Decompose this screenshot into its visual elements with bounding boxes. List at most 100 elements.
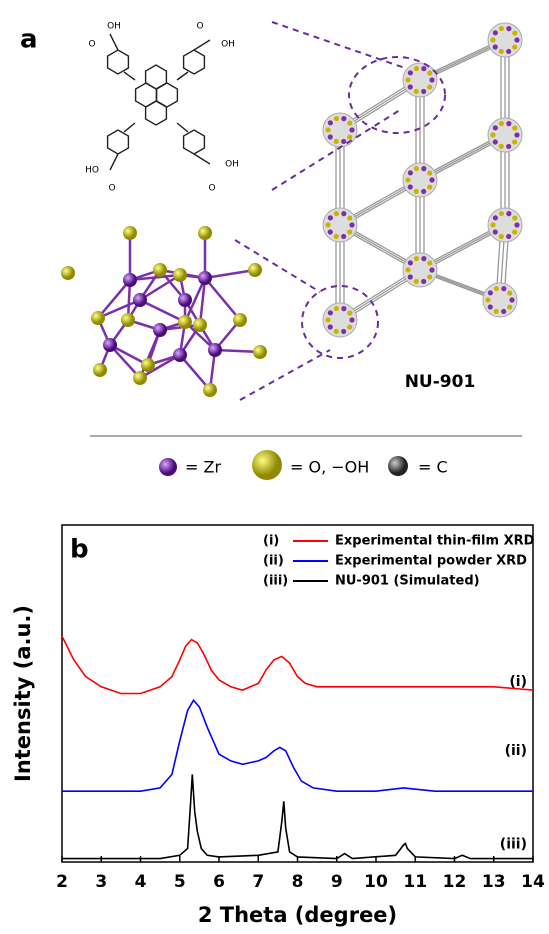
node-atom (421, 89, 426, 94)
o-atom (173, 268, 187, 282)
x-tick-label: 12 (443, 872, 467, 892)
node-atom (334, 329, 339, 334)
node-atom (341, 234, 346, 239)
node-atom (347, 120, 352, 125)
series-line (62, 636, 533, 693)
o-atom (141, 358, 155, 372)
node-atom (512, 44, 517, 49)
legend-text: = Zr (185, 458, 221, 477)
o-atom (178, 315, 192, 329)
node-atom (427, 84, 432, 89)
node-atom (506, 49, 511, 54)
node-atom (421, 256, 426, 261)
node-atom (429, 177, 434, 182)
node-atom (347, 215, 352, 220)
chart: b2345678910111213142 Theta (degree)Inten… (11, 525, 545, 927)
node-atom (347, 229, 352, 234)
node-atom (512, 139, 517, 144)
bond (194, 154, 210, 164)
node-atom (429, 77, 434, 82)
node-atom (408, 84, 413, 89)
ring (146, 101, 167, 125)
node-atom (506, 144, 511, 149)
bond (110, 34, 118, 50)
legend-o-sphere (252, 450, 282, 480)
legend-text: = C (418, 458, 448, 477)
node-atom (349, 317, 354, 322)
node-atom (485, 297, 490, 302)
node-atom (499, 121, 504, 126)
node-atom (507, 290, 512, 295)
node-atom (427, 70, 432, 75)
node-atom (506, 211, 511, 216)
node-atom (490, 37, 495, 42)
node-atom (427, 274, 432, 279)
series-label: (iii) (500, 837, 527, 853)
node-atom (328, 120, 333, 125)
node-atom (499, 144, 504, 149)
bond (124, 72, 135, 80)
node-atom (512, 229, 517, 234)
x-tick-label: 9 (331, 872, 343, 892)
legend-zr-sphere (159, 458, 177, 476)
node-atom (414, 189, 419, 194)
node-atom (514, 222, 519, 227)
node-atom (325, 317, 330, 322)
node-atom (334, 211, 339, 216)
o-atom (198, 226, 212, 240)
bond (110, 154, 118, 170)
o-atom (153, 263, 167, 277)
panel-label: b (70, 535, 89, 565)
node-atom (405, 177, 410, 182)
x-axis-label: 2 Theta (degree) (198, 903, 397, 927)
node-atom (341, 329, 346, 334)
ring (108, 130, 129, 154)
node-atom (414, 89, 419, 94)
node-atom (325, 127, 330, 132)
node-atom (408, 274, 413, 279)
node-atom (347, 310, 352, 315)
node-atom (512, 215, 517, 220)
node-atom (408, 70, 413, 75)
cluster-structure (61, 226, 267, 397)
zr-atom (153, 323, 167, 337)
node-atom (501, 286, 506, 291)
node-atom (341, 211, 346, 216)
x-tick-label: 4 (135, 872, 147, 892)
atom-label: O (196, 22, 203, 32)
legend-label: (i) (263, 534, 279, 549)
node-atom (493, 30, 498, 35)
atom-label: OH (225, 160, 239, 170)
node-atom (493, 139, 498, 144)
node-atom (341, 139, 346, 144)
node-atom (512, 30, 517, 35)
x-tick-label: 10 (364, 872, 388, 892)
node-atom (341, 116, 346, 121)
series-label: (ii) (505, 743, 527, 759)
node-atom (414, 279, 419, 284)
node-atom (414, 256, 419, 261)
node-atom (408, 184, 413, 189)
node-atom (490, 132, 495, 137)
y-axis-label: Intensity (a.u.) (11, 605, 35, 782)
node-atom (328, 229, 333, 234)
figure: a NU-901 = Zr = O, −OH = C b234567891011… (0, 0, 549, 934)
atom-label: O (208, 184, 215, 194)
node-atom (506, 234, 511, 239)
node-atom (506, 26, 511, 31)
node-atom (512, 125, 517, 130)
node-atom (493, 125, 498, 130)
o-atom (193, 318, 207, 332)
x-tick-label: 6 (213, 872, 225, 892)
node-atom (347, 134, 352, 139)
zr-atom (178, 293, 192, 307)
framework-structure (323, 23, 522, 337)
node-atom (490, 222, 495, 227)
x-tick-label: 7 (252, 872, 264, 892)
node-atom (493, 229, 498, 234)
atom-label: OH (221, 40, 235, 50)
node-atom (334, 306, 339, 311)
node-atom (421, 166, 426, 171)
o-atom (133, 371, 147, 385)
node-atom (328, 215, 333, 220)
